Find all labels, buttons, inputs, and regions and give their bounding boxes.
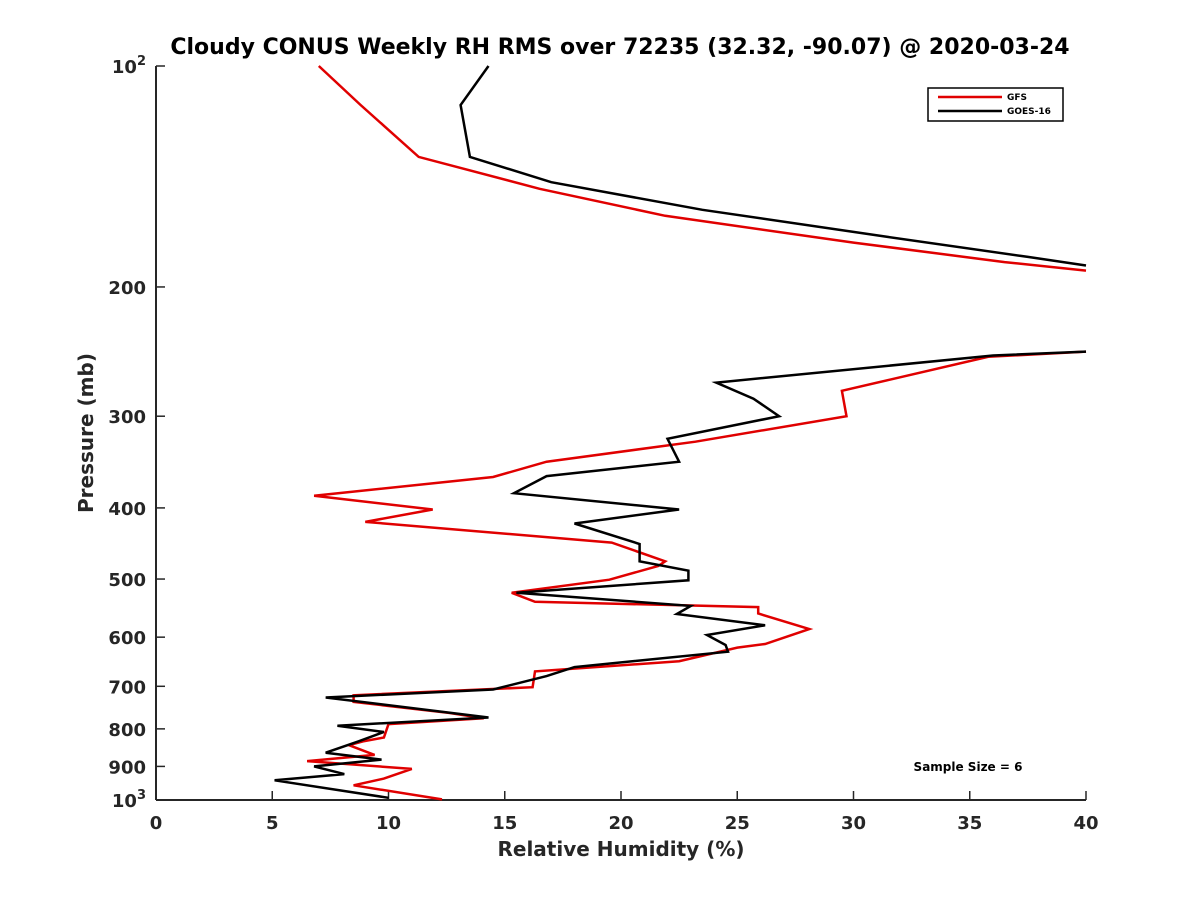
series-line-goes16-2 bbox=[274, 350, 1087, 800]
y-axis-label: Pressure (mb) bbox=[74, 353, 98, 513]
x-tick-label: 25 bbox=[725, 813, 750, 834]
y-tick-label-exponent: 2 bbox=[137, 54, 146, 69]
y-tick-label-base: 200 bbox=[108, 278, 146, 299]
x-tick-label: 0 bbox=[150, 813, 163, 834]
x-tick-label: 40 bbox=[1073, 813, 1098, 834]
y-tick-label: 400 bbox=[108, 499, 146, 520]
y-tick-label-base: 10 bbox=[112, 791, 137, 812]
y-tick-label-base: 500 bbox=[108, 570, 146, 591]
x-tick-label: 15 bbox=[492, 813, 517, 834]
series-line-goes16-1 bbox=[459, 65, 1087, 267]
y-tick-label: 600 bbox=[108, 628, 146, 649]
y-tick-label: 900 bbox=[108, 757, 146, 778]
y-tick-label: 200 bbox=[108, 278, 146, 299]
sample-size-note: Sample Size = 6 bbox=[914, 760, 1023, 774]
x-axis-ticks: 0 5 10 15 20 25 30 35 40 bbox=[150, 791, 1099, 834]
x-axis-label: Relative Humidity (%) bbox=[497, 837, 744, 861]
y-tick-label-base: 700 bbox=[108, 677, 146, 698]
y-tick-label: 103 bbox=[112, 788, 146, 812]
y-tick-label: 800 bbox=[108, 720, 146, 741]
legend-box bbox=[927, 87, 1064, 122]
y-tick-label-base: 600 bbox=[108, 628, 146, 649]
x-tick-label: 30 bbox=[841, 813, 866, 834]
series-layer bbox=[274, 65, 1087, 801]
x-tick-label: 10 bbox=[376, 813, 401, 834]
chart-title: Cloudy CONUS Weekly RH RMS over 72235 (3… bbox=[170, 35, 1069, 60]
y-tick-label-base: 400 bbox=[108, 499, 146, 520]
y-tick-label: 700 bbox=[108, 677, 146, 698]
y-tick-label: 300 bbox=[108, 407, 146, 428]
y-tick-label-base: 300 bbox=[108, 407, 146, 428]
x-tick-label: 35 bbox=[957, 813, 982, 834]
series-line-gfs-1 bbox=[317, 65, 1087, 272]
x-tick-label: 20 bbox=[608, 813, 633, 834]
legend-label-gfs: GFS bbox=[1007, 93, 1027, 103]
y-tick-label-base: 900 bbox=[108, 757, 146, 778]
legend-label-goes16: GOES-16 bbox=[1007, 107, 1051, 117]
y-tick-label: 500 bbox=[108, 570, 146, 591]
y-tick-label-exponent: 3 bbox=[137, 788, 146, 803]
y-tick-label-base: 10 bbox=[112, 57, 137, 78]
y-tick-label: 102 bbox=[112, 54, 146, 78]
y-tick-label-base: 800 bbox=[108, 720, 146, 741]
legend: GFS GOES-16 bbox=[927, 87, 1064, 122]
x-tick-label: 5 bbox=[266, 813, 279, 834]
